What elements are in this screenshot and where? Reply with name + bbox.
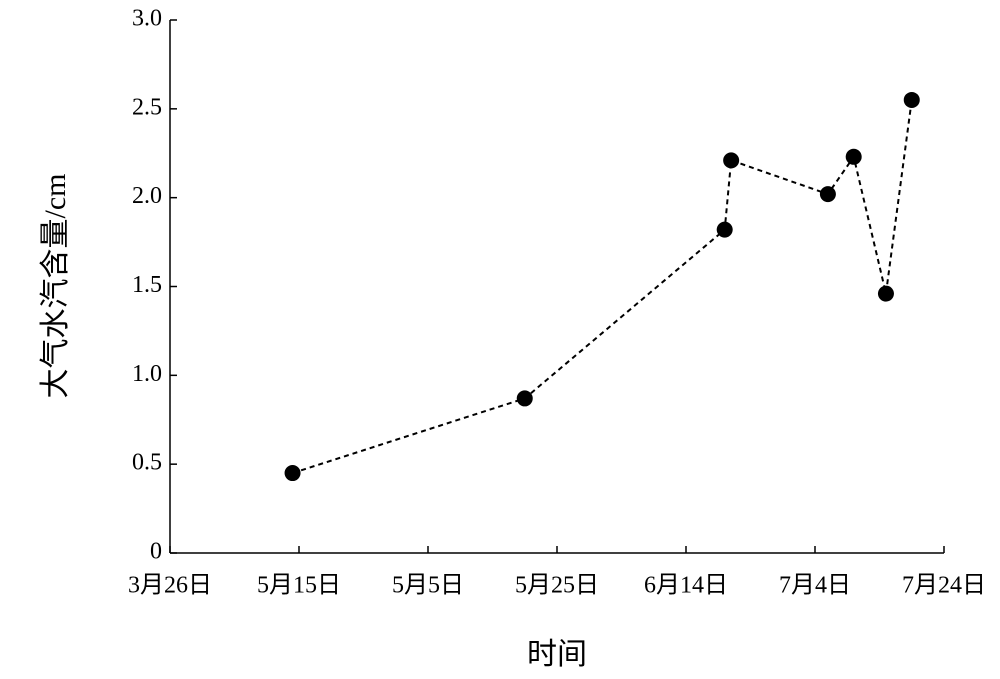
y-tick-label: 2.5 bbox=[132, 94, 162, 120]
y-tick-label: 0 bbox=[150, 539, 162, 565]
data-point bbox=[845, 148, 862, 165]
x-tick-label: 7月24日 bbox=[902, 573, 986, 599]
data-point bbox=[819, 186, 836, 203]
x-tick-label: 6月14日 bbox=[644, 573, 728, 599]
data-point bbox=[903, 91, 920, 108]
y-tick-label: 3.0 bbox=[132, 6, 162, 32]
data-point bbox=[716, 221, 733, 238]
x-tick-label: 5月5日 bbox=[392, 573, 464, 599]
y-tick-label: 2.0 bbox=[132, 183, 162, 209]
y-tick-label: 0.5 bbox=[132, 450, 162, 476]
data-point bbox=[516, 390, 533, 407]
x-tick-label: 5月25日 bbox=[515, 573, 599, 599]
y-tick-label: 1.5 bbox=[132, 272, 162, 298]
data-point bbox=[284, 465, 301, 482]
data-point bbox=[723, 152, 740, 169]
y-axis-title: 大气水汽含量/cm bbox=[39, 174, 72, 399]
x-axis-title: 时间 bbox=[527, 638, 587, 671]
data-point bbox=[877, 285, 894, 302]
x-tick-label: 7月4日 bbox=[779, 573, 851, 599]
x-tick-label: 5月15日 bbox=[257, 573, 341, 599]
data-line bbox=[292, 99, 913, 475]
y-tick-label: 1.0 bbox=[132, 361, 162, 387]
x-tick-label: 3月26日 bbox=[128, 573, 212, 599]
